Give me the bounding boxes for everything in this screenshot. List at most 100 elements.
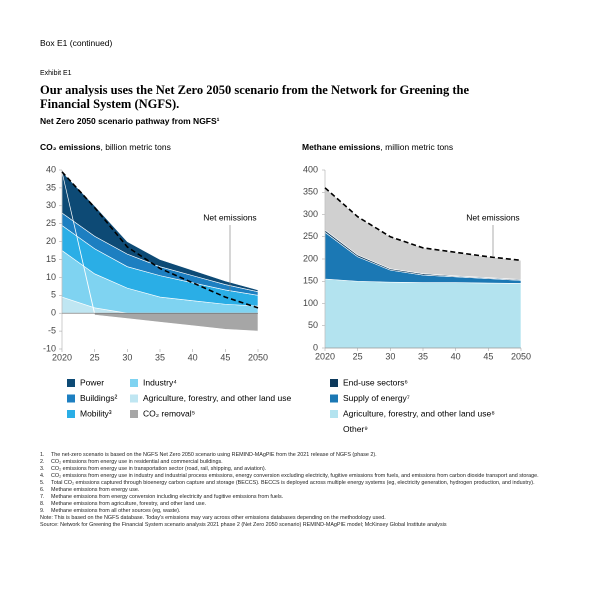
note: Note: This is based on the NGFS database… bbox=[40, 515, 386, 521]
legend-swatch bbox=[130, 394, 138, 403]
legend-label: Buildings² bbox=[80, 393, 117, 403]
source: Source: Network for Greening the Financi… bbox=[40, 522, 447, 528]
title: Our analysis uses the Net Zero 2050 scen… bbox=[40, 83, 470, 111]
legend-label: Mobility³ bbox=[80, 408, 112, 418]
legend-label: Agriculture, forestry, and other land us… bbox=[343, 408, 495, 418]
y-tick-label: 100 bbox=[303, 298, 318, 308]
y-tick-label: 15 bbox=[46, 254, 56, 264]
footnote-text: Total CO₂ emissions captured through bio… bbox=[51, 480, 535, 486]
footnote-number: 2. bbox=[40, 459, 45, 465]
x-tick-label: 2050 bbox=[511, 351, 531, 361]
footnote-number: 5. bbox=[40, 480, 45, 486]
y-tick-label: 0 bbox=[51, 308, 56, 318]
axis-title: Methane emissions, million metric tons bbox=[302, 142, 453, 152]
footnote-text: Methane emissions from energy use. bbox=[51, 487, 140, 493]
legend-label: Supply of energy⁷ bbox=[343, 393, 410, 403]
legend-label: Power bbox=[80, 377, 104, 387]
area bbox=[324, 278, 522, 349]
y-tick-label: 35 bbox=[46, 182, 56, 192]
x-tick-label: 45 bbox=[483, 351, 493, 361]
footnote: 1. The net-zero scenario is based on the … bbox=[40, 452, 540, 459]
footnote-text: CO₂ emissions from energy use in residen… bbox=[51, 459, 223, 465]
legend-swatch bbox=[330, 410, 338, 418]
x-tick-label: 35 bbox=[155, 352, 165, 362]
x-tick-label: 40 bbox=[188, 352, 198, 362]
x-tick-label: 40 bbox=[451, 351, 461, 361]
axis-title-bold: Methane emissions bbox=[302, 142, 381, 152]
y-tick-label: 30 bbox=[46, 200, 56, 210]
net-line bbox=[61, 171, 259, 309]
footnote-number: 3. bbox=[40, 466, 45, 472]
legend-swatch bbox=[67, 394, 75, 403]
footnote: 4. CO₂ emissions from energy use in indus… bbox=[40, 473, 540, 480]
y-tick-label: 400 bbox=[303, 164, 318, 174]
legend-label: Other⁹ bbox=[343, 424, 368, 434]
x-tick-label: 30 bbox=[385, 351, 395, 361]
footnote-number: 8. bbox=[40, 501, 45, 507]
y-tick-label: 5 bbox=[51, 290, 56, 300]
axis-title: CO₂ emissions, billion metric tons bbox=[40, 142, 171, 152]
legend-label: Agriculture, forestry, and other land us… bbox=[143, 393, 291, 403]
x-tick-label: 45 bbox=[220, 352, 230, 362]
y-tick-label: 150 bbox=[303, 276, 318, 286]
footnote-number: 6. bbox=[40, 487, 45, 493]
footnote-text: The net-zero scenario is based on the NG… bbox=[51, 452, 377, 458]
footnote-number: 4. bbox=[40, 473, 45, 479]
y-tick-label: 250 bbox=[303, 231, 318, 241]
footnote: 2. CO₂ emissions from energy use in resid… bbox=[40, 459, 540, 466]
footnote-text: CO₂ emissions from energy use in industr… bbox=[51, 473, 539, 479]
legend-label: CO₂ removal⁵ bbox=[143, 408, 195, 418]
x-tick-label: 30 bbox=[122, 352, 132, 362]
x-tick-label: 2050 bbox=[248, 352, 268, 362]
legend-label: Industry⁴ bbox=[143, 377, 177, 387]
y-tick-label: 25 bbox=[46, 218, 56, 228]
annotation: Net emissions bbox=[203, 212, 256, 222]
y-tick-label: -10 bbox=[43, 343, 56, 353]
legend-swatch bbox=[330, 379, 338, 387]
y-tick-label: 50 bbox=[308, 320, 318, 330]
legend-swatch bbox=[130, 410, 138, 418]
x-tick-label: 25 bbox=[353, 351, 363, 361]
footnote-number: 9. bbox=[40, 508, 45, 514]
legend-label: End-use sectors⁶ bbox=[343, 377, 408, 387]
box-label: Box E1 (continued) bbox=[40, 38, 113, 48]
footnote-text: Methane emissions from energy conversion… bbox=[51, 494, 284, 500]
axis-title-rest: , million metric tons bbox=[380, 142, 453, 152]
y-tick-label: 200 bbox=[303, 253, 318, 263]
x-tick-label: 2020 bbox=[52, 352, 72, 362]
y-tick-label: 10 bbox=[46, 272, 56, 282]
legend-swatch bbox=[67, 379, 75, 387]
y-tick-label: -5 bbox=[48, 325, 56, 335]
footnote: 7. Methane emissions from energy conversi… bbox=[40, 494, 540, 501]
footnote: 3. CO₂ emissions from energy use in trans… bbox=[40, 466, 540, 473]
footnote-number: 7. bbox=[40, 494, 45, 500]
y-tick-label: 20 bbox=[46, 236, 56, 246]
net-line bbox=[324, 187, 522, 262]
exhibit-label: Exhibit E1 bbox=[40, 70, 72, 77]
y-tick-label: 350 bbox=[303, 187, 318, 197]
legend-swatch bbox=[130, 379, 138, 387]
y-tick-label: 0 bbox=[313, 342, 318, 352]
axis-title-rest: , billion metric tons bbox=[100, 142, 170, 152]
legend-swatch bbox=[330, 394, 338, 403]
y-tick-label: 40 bbox=[46, 164, 56, 174]
x-tick-label: 35 bbox=[418, 351, 428, 361]
area bbox=[324, 187, 522, 280]
footnote: 9. Methane emissions from all other sourc… bbox=[40, 508, 540, 515]
y-tick-label: 300 bbox=[303, 209, 318, 219]
footnote-text: Methane emissions from agriculture, fore… bbox=[51, 501, 207, 507]
footnote: 8. Methane emissions from agriculture, fo… bbox=[40, 501, 540, 508]
legend-swatch bbox=[67, 410, 75, 418]
footnote-text: CO₂ emissions from energy use in transpo… bbox=[51, 466, 267, 472]
x-tick-label: 25 bbox=[90, 352, 100, 362]
footnote: 6. Methane emissions from energy use. bbox=[40, 487, 540, 494]
subtitle: Net Zero 2050 scenario pathway from NGFS… bbox=[40, 116, 220, 126]
axis-title-bold: CO₂ emissions bbox=[40, 142, 101, 152]
annotation: Net emissions bbox=[466, 212, 519, 222]
x-tick-label: 2020 bbox=[315, 351, 335, 361]
footnote-number: 1. bbox=[40, 452, 45, 458]
footnote-text: Methane emissions from all other sources… bbox=[51, 508, 181, 514]
area bbox=[61, 171, 259, 293]
